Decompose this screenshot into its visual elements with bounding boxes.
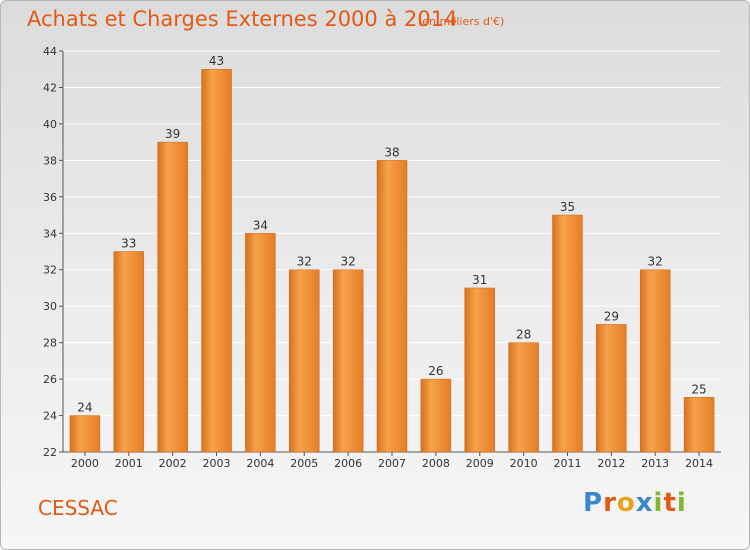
y-tick-label: 34 <box>43 227 57 240</box>
x-tick-label: 2003 <box>203 457 231 470</box>
y-tick-label: 30 <box>43 300 57 313</box>
x-tick-label: 2014 <box>685 457 713 470</box>
bar <box>464 287 495 453</box>
bar-value-label: 29 <box>604 309 619 323</box>
bar-value-label: 32 <box>340 255 355 269</box>
bar <box>332 269 364 453</box>
logo-letter: x <box>635 488 654 518</box>
bar-value-label: 34 <box>253 218 268 232</box>
bar <box>596 324 627 453</box>
bar-value-label: 35 <box>560 200 575 214</box>
x-tick-label: 2013 <box>641 457 669 470</box>
x-tick-label: 2012 <box>597 457 625 470</box>
x-tick-labels: 2000 2001 2002 2003 2004 2005 2006 2007 2008 2009… <box>71 457 713 470</box>
x-tick-label: 2010 <box>510 457 538 470</box>
bar-value-label: 43 <box>209 54 224 68</box>
bar <box>289 269 320 453</box>
logo-letter: r <box>603 488 617 518</box>
bar-value-label: 31 <box>472 273 487 287</box>
x-tick-label: 2002 <box>159 457 187 470</box>
bar-value-labels: 24 33 39 43 34 32 32 38 26 31 28 35 29 32 25 <box>77 54 706 414</box>
logo-letter: i <box>653 488 664 518</box>
y-tick-label: 38 <box>43 154 57 167</box>
x-tick-label: 2007 <box>378 457 406 470</box>
chart-unit-note: (en milliers d'€) <box>418 15 505 28</box>
x-tick-label: 2011 <box>553 457 581 470</box>
x-tick-label: 2001 <box>115 457 143 470</box>
bar <box>420 378 452 453</box>
logo-letter: t <box>663 488 677 518</box>
bar-value-label: 26 <box>428 364 443 378</box>
bar <box>639 269 671 453</box>
bar <box>201 68 232 453</box>
bar <box>683 397 715 453</box>
y-tick-label: 32 <box>43 264 57 277</box>
logo-letter: P <box>583 488 604 518</box>
y-tick-label: 22 <box>43 446 57 459</box>
bar <box>245 233 276 453</box>
bar-value-label: 39 <box>165 127 180 141</box>
y-tick-labels: 22 24 26 28 30 32 34 36 38 40 42 44 <box>43 45 57 459</box>
y-tick-label: 28 <box>43 337 57 350</box>
y-tick-label: 42 <box>43 81 57 94</box>
bar-value-label: 32 <box>297 255 312 269</box>
logo-letter: i <box>676 488 687 518</box>
y-tick-label: 36 <box>43 191 57 204</box>
logo-letter: o <box>616 488 636 518</box>
bar-value-label: 24 <box>77 401 92 415</box>
x-tick-label: 2009 <box>466 457 494 470</box>
bar-value-label: 32 <box>648 255 663 269</box>
proxiti-logo: Proxiti <box>583 488 687 518</box>
x-tick-label: 2006 <box>334 457 362 470</box>
x-tick-label: 2000 <box>71 457 99 470</box>
y-tick-label: 24 <box>43 410 57 423</box>
bar <box>508 342 539 453</box>
bar <box>552 214 583 453</box>
x-tick-label: 2008 <box>422 457 450 470</box>
city-name: CESSAC <box>38 496 118 520</box>
y-tick-label: 44 <box>43 45 57 58</box>
bar-value-label: 28 <box>516 328 531 342</box>
y-tick-label: 26 <box>43 373 57 386</box>
bar-value-label: 38 <box>384 145 399 159</box>
x-tick-label: 2004 <box>246 457 274 470</box>
bar-value-label: 25 <box>691 382 706 396</box>
y-tick-label: 40 <box>43 118 57 131</box>
bar <box>113 251 145 453</box>
bar-value-label: 33 <box>121 237 136 251</box>
bar <box>69 415 101 453</box>
x-tick-label: 2005 <box>290 457 318 470</box>
chart-title: Achats et Charges Externes 2000 à 2014 <box>27 7 458 31</box>
bar <box>376 160 408 453</box>
bar <box>157 141 188 453</box>
bars <box>69 68 715 453</box>
